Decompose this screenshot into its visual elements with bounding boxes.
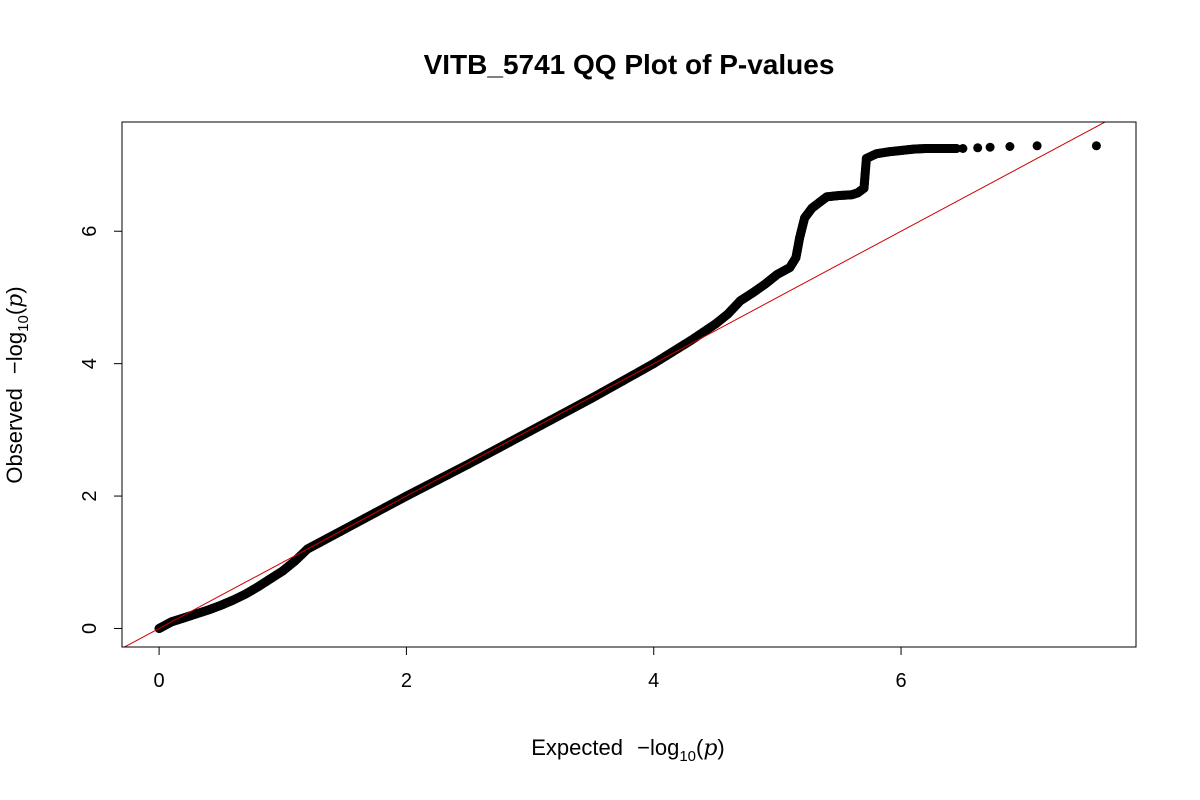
x-tick-label: 6 — [895, 670, 906, 692]
x-axis-label-prefix: Expected — [531, 735, 623, 760]
x-axis-label: Expected −log10(p) — [531, 735, 725, 765]
y-axis-label-prefix: Observed — [2, 388, 27, 483]
points-layer — [154, 141, 1101, 633]
point — [1005, 142, 1015, 151]
point — [443, 470, 453, 480]
x-axis-label-arg: p — [703, 736, 717, 761]
point — [973, 143, 983, 153]
point — [958, 144, 968, 153]
reference-line-layer — [123, 122, 1107, 647]
point — [985, 142, 995, 152]
point — [1032, 141, 1042, 151]
point — [618, 376, 628, 386]
y-axis-label: Observed −log10(p) — [2, 286, 32, 483]
x-tick-label: 2 — [401, 670, 412, 692]
chart-title: VITB_5741 QQ Plot of P-values — [424, 49, 835, 80]
reference-line — [123, 122, 1107, 647]
x-axis-label-sub: 10 — [679, 748, 696, 765]
y-tick-label: 0 — [79, 623, 101, 634]
axes-layer: 0 2 4 6 0 2 4 6 — [79, 226, 907, 692]
points-dense-band — [154, 144, 962, 633]
y-tick-label: 2 — [79, 490, 101, 501]
point — [1091, 141, 1101, 151]
y-axis-label-expr: −log — [2, 332, 27, 374]
x-tick-label: 4 — [648, 670, 659, 692]
point — [432, 475, 442, 485]
y-axis-label-arg: p — [3, 294, 28, 308]
x-axis-label-expr: −log — [637, 735, 679, 760]
plot-frame — [121, 121, 1137, 648]
point — [608, 382, 617, 392]
point — [950, 144, 960, 153]
y-axis-label-sub: 10 — [15, 315, 32, 332]
y-tick-label: 6 — [79, 226, 101, 237]
x-tick-label: 0 — [154, 670, 165, 692]
y-tick-label: 4 — [79, 358, 101, 369]
